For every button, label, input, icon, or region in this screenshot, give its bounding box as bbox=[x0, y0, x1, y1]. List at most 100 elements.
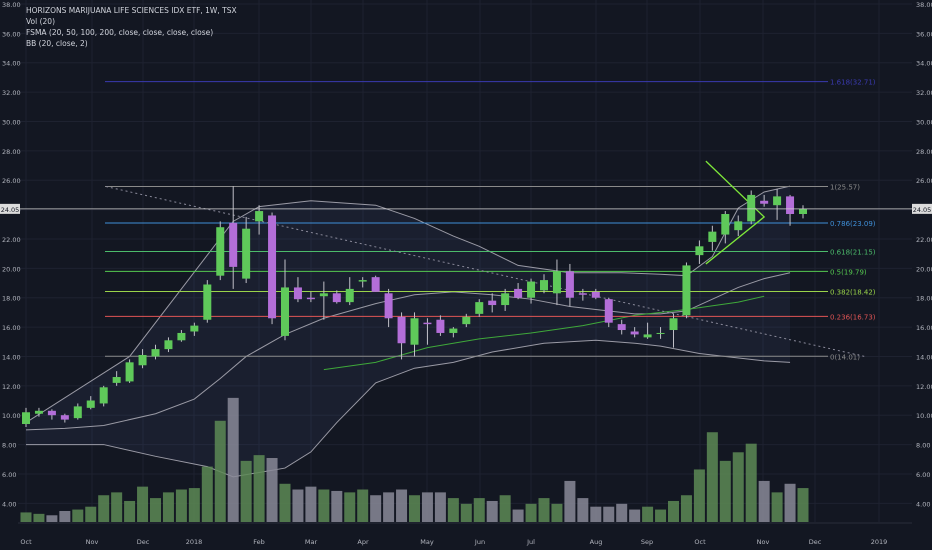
candle-body bbox=[721, 214, 730, 235]
x-tick-label: Oct bbox=[694, 538, 706, 546]
y-tick-label-left: 26.00 bbox=[2, 177, 21, 185]
volume-bar bbox=[680, 495, 692, 522]
volume-bar bbox=[784, 483, 796, 522]
volume-bar bbox=[525, 503, 537, 522]
candle-body bbox=[604, 299, 613, 323]
candle-body bbox=[760, 200, 769, 204]
fib-level-label: 1(25.57) bbox=[830, 184, 860, 192]
candle-body bbox=[643, 334, 652, 338]
candle-body bbox=[786, 196, 795, 215]
x-tick-label: 2018 bbox=[186, 538, 203, 546]
volume-bar bbox=[214, 420, 226, 522]
candle-body bbox=[177, 332, 186, 341]
candle-body bbox=[268, 215, 277, 319]
volume-bar bbox=[72, 509, 84, 522]
volume-bar bbox=[227, 397, 239, 522]
x-tick-label: Oct bbox=[20, 538, 32, 546]
candle-body bbox=[630, 331, 639, 335]
x-tick-label: Nov bbox=[757, 538, 770, 546]
volume-bar bbox=[266, 458, 278, 522]
volume-bar bbox=[305, 486, 317, 522]
candle-body bbox=[669, 318, 678, 331]
legend-bb: BB (20, close, 2) bbox=[26, 39, 88, 48]
candle-body bbox=[190, 325, 199, 332]
volume-bar bbox=[745, 443, 757, 522]
candle-body bbox=[47, 410, 56, 416]
volume-bar bbox=[240, 460, 252, 522]
x-tick-label: Nov bbox=[86, 538, 99, 546]
last-price-badge-left bbox=[0, 203, 20, 214]
x-tick-label: Feb bbox=[253, 538, 265, 546]
y-tick-label-left: 38.00 bbox=[2, 1, 21, 9]
candle-body bbox=[358, 280, 367, 282]
volume-bar bbox=[616, 503, 628, 522]
candle-body bbox=[151, 349, 160, 357]
volume-bar bbox=[499, 495, 511, 522]
y-tick-label-right: 22.00 bbox=[916, 236, 932, 244]
y-tick-label-right: 30.00 bbox=[916, 118, 932, 126]
volume-bar bbox=[111, 492, 123, 522]
y-tick-label-left: 6.00 bbox=[2, 471, 16, 479]
volume-bar bbox=[46, 515, 58, 522]
candle-body bbox=[216, 227, 225, 276]
candle-body bbox=[540, 280, 548, 291]
volume-bar bbox=[512, 509, 524, 522]
volume-bar bbox=[344, 492, 356, 522]
volume-bar bbox=[150, 498, 161, 522]
candle-body bbox=[34, 410, 43, 414]
candle-body bbox=[436, 319, 445, 333]
y-tick-label-left: 4.00 bbox=[2, 500, 16, 508]
volume-bar bbox=[797, 488, 809, 522]
candle-body bbox=[255, 211, 264, 222]
fib-level-label: 0.618(21.15) bbox=[830, 248, 876, 256]
volume-bar bbox=[719, 460, 731, 522]
candle-body bbox=[773, 196, 782, 206]
candle-body bbox=[60, 415, 69, 420]
fib-level-label: 0.5(19.79) bbox=[830, 268, 867, 276]
volume-bar bbox=[124, 500, 136, 522]
x-tick-label: Apr bbox=[357, 538, 369, 546]
candle-body bbox=[397, 316, 406, 344]
volume-bar bbox=[642, 506, 654, 522]
y-tick-label-right: 18.00 bbox=[916, 295, 932, 303]
y-tick-label-right: 32.00 bbox=[916, 89, 932, 97]
volume-bar bbox=[434, 492, 446, 522]
y-tick-label-right: 20.00 bbox=[916, 265, 932, 273]
candle-body bbox=[578, 293, 587, 295]
volume-bar bbox=[175, 489, 187, 522]
volume-bar bbox=[137, 486, 149, 522]
y-tick-label-left: 20.00 bbox=[2, 265, 21, 273]
volume-bar bbox=[486, 500, 498, 522]
last-price-badge-right bbox=[912, 203, 932, 214]
y-tick-label-left: 34.00 bbox=[2, 60, 21, 68]
x-tick-label: 2019 bbox=[871, 538, 888, 546]
volume-bar bbox=[279, 483, 291, 522]
fib-level-label: 0.236(16.73) bbox=[830, 313, 876, 321]
volume-bar bbox=[629, 509, 641, 522]
y-tick-label-left: 12.00 bbox=[2, 383, 21, 391]
volume-bar bbox=[551, 503, 563, 522]
candle-body bbox=[319, 293, 328, 297]
candle-body bbox=[423, 322, 432, 325]
volume-bar bbox=[292, 489, 304, 522]
x-tick-label: Jun bbox=[474, 538, 485, 546]
legend-fsma: FSMA (20, 50, 100, 200, close, close, cl… bbox=[26, 28, 214, 37]
last-price-label-left: 24.05 bbox=[1, 206, 20, 214]
volume-bar bbox=[20, 512, 32, 522]
volume-bar bbox=[33, 513, 45, 522]
y-tick-label-right: 26.00 bbox=[916, 177, 932, 185]
candle-body bbox=[384, 293, 393, 319]
x-tick-label: Sep bbox=[641, 538, 653, 546]
volume-bar bbox=[409, 495, 420, 522]
candle-body bbox=[112, 377, 121, 383]
y-tick-label-left: 14.00 bbox=[2, 353, 21, 361]
candle-body bbox=[86, 400, 95, 408]
y-tick-label-right: 10.00 bbox=[916, 412, 932, 420]
chart-legend: HORIZONS MARIJUANA LIFE SCIENCES IDX ETF… bbox=[26, 5, 237, 49]
candle-body bbox=[306, 297, 315, 300]
candle-body bbox=[552, 271, 561, 294]
candle-body bbox=[514, 288, 523, 298]
candle-body bbox=[371, 277, 380, 292]
fib-level-label: 1.618(32.71) bbox=[830, 79, 876, 87]
